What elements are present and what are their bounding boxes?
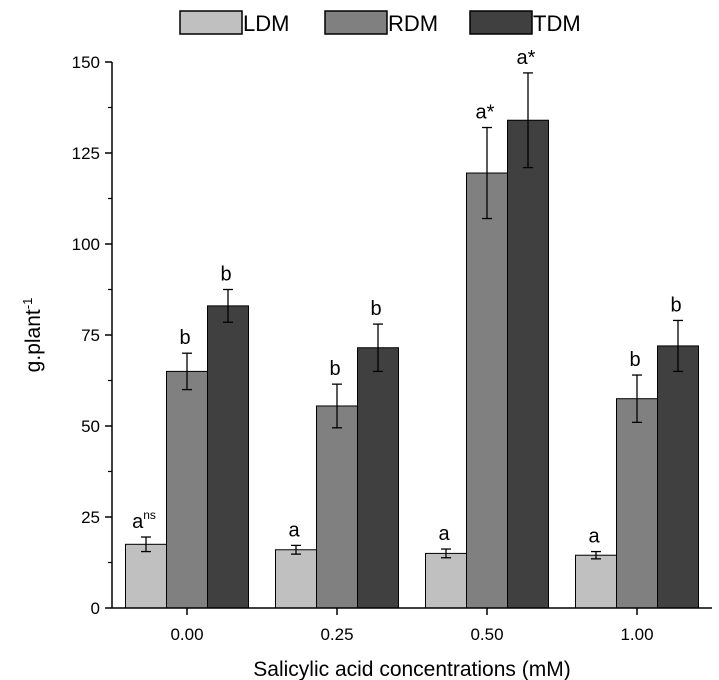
legend-label-tdm: TDM	[533, 11, 581, 36]
bar-tdm	[357, 347, 399, 609]
bar-significance-label: b	[670, 294, 681, 316]
legend-label-ldm: LDM	[243, 11, 289, 36]
error-bars	[141, 72, 683, 560]
x-axis-title: Salicylic acid concentrations (mM)	[253, 658, 570, 680]
bar-label-superscript: ns	[143, 508, 156, 522]
bar-significance-label: a*	[476, 102, 495, 124]
y-ticks: 0 25 50 75 100 125 150	[72, 53, 112, 618]
bars	[125, 119, 699, 609]
bar-label-letter: a	[588, 526, 600, 548]
bar-rdm	[316, 405, 358, 609]
y-tick-label: 25	[81, 508, 100, 527]
bar-label-letter: a*	[517, 47, 536, 69]
bar-label-letter: b	[670, 294, 681, 316]
bar-significance-label: b	[220, 264, 231, 286]
bar-ldm	[125, 543, 167, 609]
bar-significance-label: b	[370, 298, 381, 320]
bar-tdm	[507, 119, 549, 609]
bar-rdm	[466, 172, 508, 609]
y-tick-label: 50	[81, 417, 100, 436]
y-tick-label: 100	[72, 235, 100, 254]
legend: LDM RDM TDM	[179, 10, 581, 36]
legend-swatch-rdm	[324, 10, 388, 35]
bar-ldm	[575, 554, 617, 609]
bar-label-letter: a	[288, 519, 300, 541]
y-tick-label: 75	[81, 326, 100, 345]
bar-label-letter: b	[629, 349, 640, 371]
legend-swatch-ldm	[179, 10, 243, 35]
bar-significance-label: b	[629, 349, 640, 371]
y-axis-title: g.plant-1	[20, 298, 45, 373]
bar-significance-label: a*	[517, 47, 536, 69]
x-tick-label: 0.25	[320, 625, 353, 644]
bar-significance-label: a	[588, 526, 600, 548]
bar-label-letter: a*	[476, 102, 495, 124]
bar-tdm	[207, 305, 249, 609]
y-axis-title-main: g.plant	[22, 309, 45, 372]
x-tick-label: 1.00	[620, 625, 653, 644]
bar-label-letter: b	[329, 358, 340, 380]
bar-label-letter: b	[179, 327, 190, 349]
bar-significance-label: b	[179, 327, 190, 349]
bar-rdm	[616, 398, 658, 609]
bar-label-letter: b	[370, 298, 381, 320]
bar-significance-label: b	[329, 358, 340, 380]
bar-label-letter: b	[220, 264, 231, 286]
legend-swatch-tdm	[469, 10, 533, 35]
x-tick-label: 0.50	[470, 625, 503, 644]
x-ticks: 0.00 0.25 0.50 1.00	[170, 608, 654, 644]
bar-significance-label: a	[438, 523, 450, 545]
bar-label-letter: a	[132, 511, 144, 533]
bar-label-letter: a	[438, 523, 450, 545]
x-tick-label: 0.00	[170, 625, 203, 644]
legend-label-rdm: RDM	[388, 11, 438, 36]
y-tick-label: 0	[91, 599, 100, 618]
bar-ldm	[275, 549, 317, 609]
y-tick-label: 125	[72, 144, 100, 163]
bar-significance-label: ans	[132, 508, 156, 533]
y-tick-label: 150	[72, 53, 100, 72]
bar-tdm	[657, 345, 699, 609]
y-axis-title-sup: -1	[20, 298, 35, 310]
bar-rdm	[166, 370, 208, 609]
bar-significance-label: a	[288, 519, 300, 541]
bar-ldm	[425, 552, 467, 609]
